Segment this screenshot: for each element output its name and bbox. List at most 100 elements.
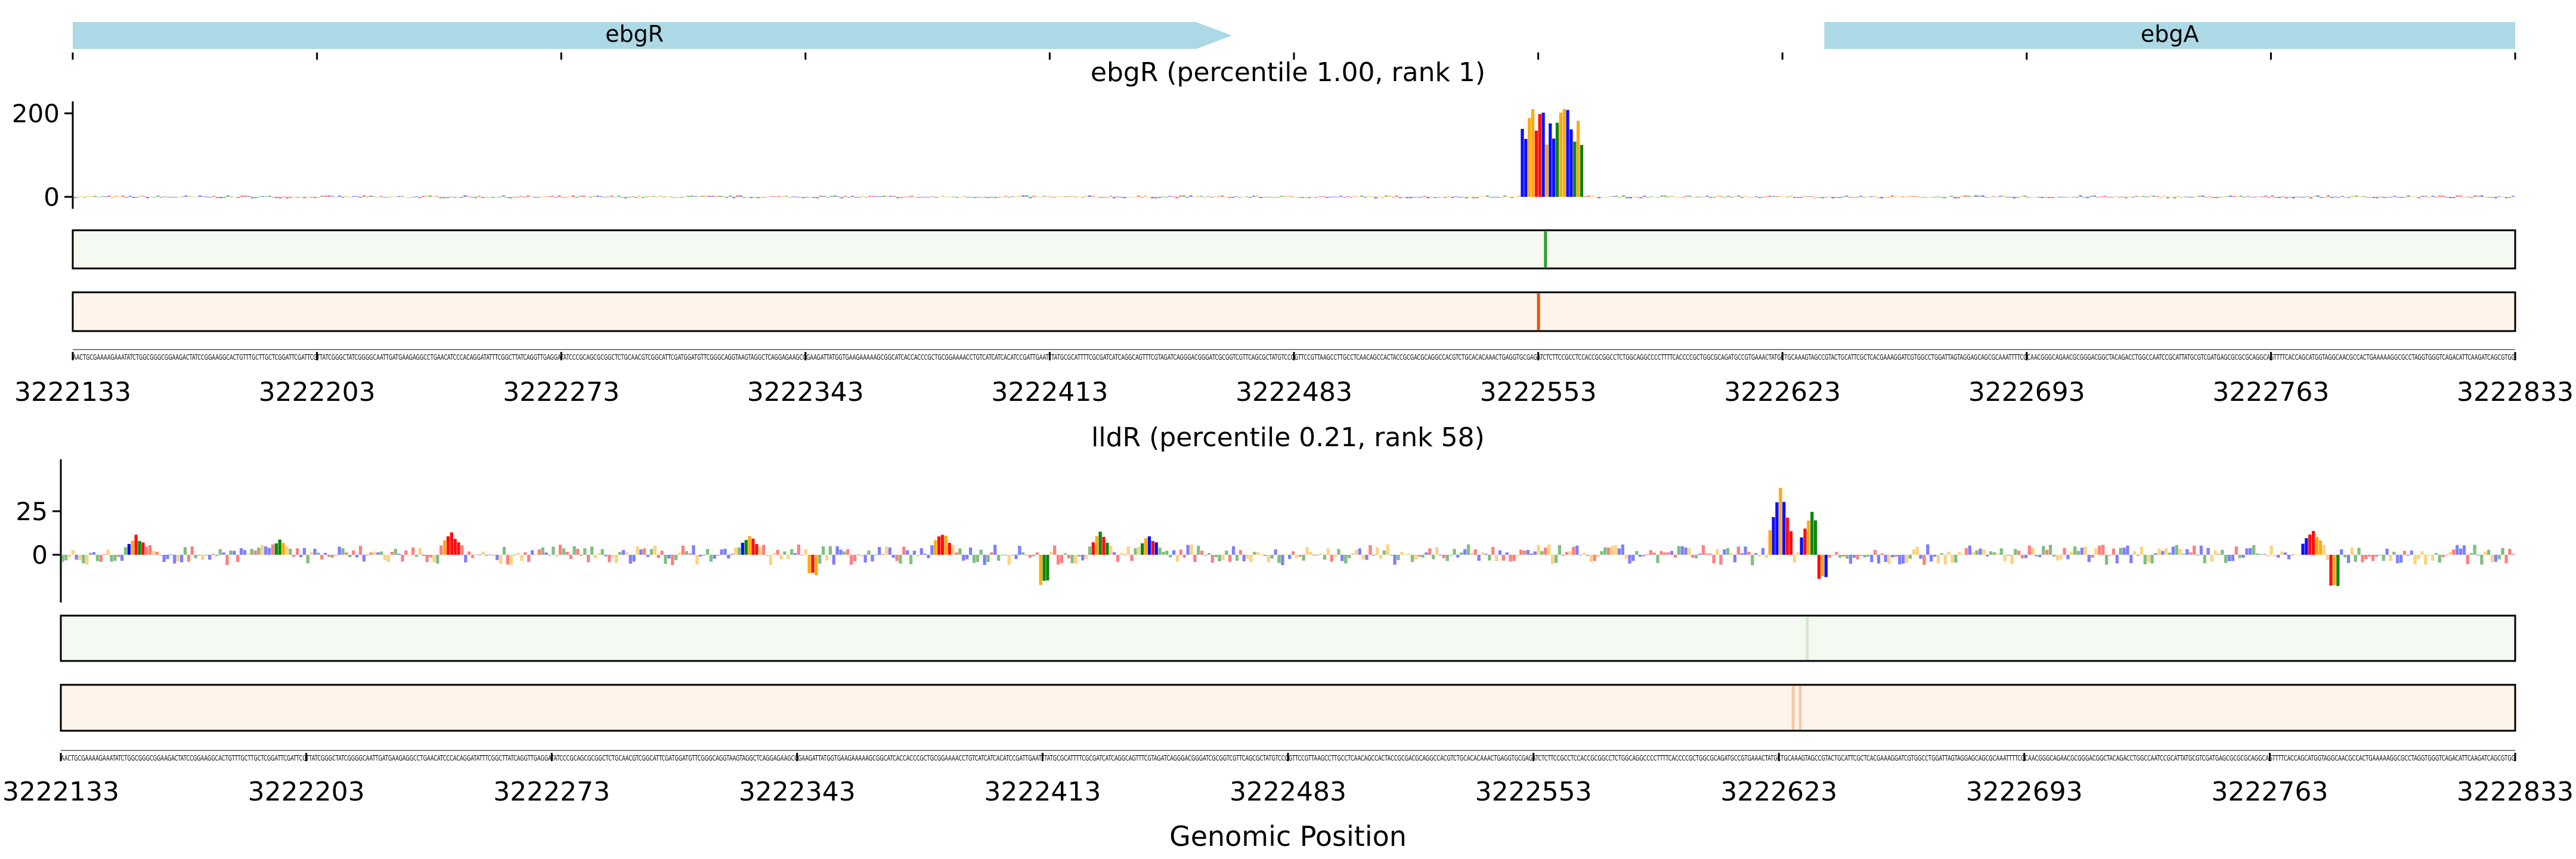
logo-base-G <box>1283 195 1287 197</box>
logo-base-G <box>2157 548 2161 555</box>
logo-base-C <box>1884 555 1887 563</box>
logo-base-G <box>1070 196 1074 197</box>
logo-base-C <box>1919 555 1922 559</box>
logo-base-A <box>958 548 962 555</box>
logo-base-A <box>729 195 732 197</box>
logo-base-G <box>1757 555 1761 557</box>
logo-base-C <box>993 545 997 555</box>
logo-base-A <box>110 555 113 562</box>
logo-base-T <box>163 196 167 197</box>
logo-base-C <box>621 549 626 555</box>
logo-base-C <box>145 197 150 199</box>
logo-base-A <box>1866 555 1870 557</box>
logo-base-T <box>1398 197 1402 199</box>
logo-base-G <box>1361 555 1365 560</box>
logo-base-C <box>850 196 854 197</box>
logo-base-A <box>2136 555 2140 556</box>
logo-base-A <box>833 195 837 197</box>
logo-base-A <box>258 196 261 197</box>
logo-base-C <box>128 196 132 197</box>
logo-base-C <box>2462 545 2466 555</box>
logo-base-C <box>2241 555 2245 558</box>
logo-base-A <box>2336 555 2340 586</box>
logo-base-G <box>2333 555 2336 585</box>
logo-base-T <box>1056 555 1060 565</box>
logo-base-A <box>82 555 85 564</box>
x-tick-label: 3222553 <box>1480 377 1597 407</box>
logo-base-T <box>121 195 125 197</box>
logo-base-A <box>1106 542 1109 555</box>
logo-base-A <box>289 548 292 555</box>
logo-base-A <box>1382 550 1386 555</box>
logo-base-G <box>1589 555 1593 563</box>
logo-base-G <box>1936 555 1940 564</box>
logo-base-T <box>1060 555 1064 564</box>
logo-base-G <box>1513 196 1517 197</box>
logo-base-G <box>299 197 303 198</box>
logo-base-A <box>1078 555 1081 557</box>
logo-base-A <box>1814 520 1818 555</box>
logo-base-T <box>2217 554 2221 555</box>
logo-base-T <box>1736 546 1740 555</box>
logo-base-T <box>1102 536 1106 555</box>
logo-base-T <box>537 549 541 555</box>
logo-base-A <box>369 195 373 197</box>
logo-base-T <box>240 195 244 197</box>
logo-base-C <box>1112 197 1116 199</box>
logo-base-T <box>1708 554 1712 555</box>
logo-base-A <box>2239 195 2243 197</box>
logo-base-G <box>1304 197 1308 199</box>
logo-base-G <box>1792 555 1797 563</box>
x-tick-label: 3222203 <box>248 777 365 807</box>
logo-base-G <box>1084 195 1088 197</box>
logo-base-A <box>1664 195 1667 197</box>
logo-base-A <box>226 195 230 197</box>
x-tick-label: 3222553 <box>1475 777 1592 807</box>
logo-base-T <box>1992 196 1995 197</box>
gene-label-ebgA: ebgA <box>2141 21 2199 47</box>
logo-base-A <box>812 197 816 199</box>
logo-base-T <box>404 550 408 555</box>
logo-base-C <box>1234 196 1238 197</box>
logo-base-T <box>2459 195 2463 197</box>
logo-base-G <box>530 196 533 197</box>
logo-base-G <box>306 196 310 197</box>
logo-base-A <box>1656 555 1659 563</box>
logo-base-A <box>2141 196 2145 197</box>
logo-base-C <box>1339 196 1343 197</box>
logo-base-G <box>543 196 547 197</box>
logo-base-A <box>215 555 219 557</box>
logo-base-G <box>1897 196 1901 197</box>
logo-base-A <box>1503 195 1507 197</box>
logo-base-T <box>1130 555 1134 561</box>
logo-base-C <box>2041 197 2044 199</box>
logo-base-G <box>177 555 180 561</box>
logo-base-T <box>117 555 120 557</box>
logo-base-C <box>2079 195 2082 197</box>
logo-base-T <box>2466 196 2470 197</box>
logo-base-C <box>464 555 467 563</box>
logo-base-A <box>590 546 594 555</box>
logo-base-G <box>1670 195 1674 197</box>
logo-base-C <box>338 195 341 197</box>
logo-base-C <box>1172 550 1176 555</box>
logo-base-T <box>134 534 138 555</box>
logo-base-G <box>665 196 670 197</box>
logo-base-T <box>2211 197 2215 198</box>
logo-base-G <box>1447 195 1451 197</box>
x-tick-label: 3222273 <box>493 777 610 807</box>
logo-base-A <box>341 548 345 555</box>
logo-base-T <box>390 552 394 555</box>
logo-base-T <box>295 548 299 555</box>
logo-base-A <box>2184 196 2187 197</box>
logo-base-A <box>2252 545 2256 555</box>
logo-base-G <box>1803 195 1807 197</box>
logo-base-T <box>608 555 611 563</box>
logo-base-T <box>2309 197 2313 199</box>
logo-base-T <box>902 546 906 555</box>
logo-base-T <box>906 196 910 197</box>
logo-base-A <box>257 547 261 555</box>
logo-base-A <box>1475 197 1479 199</box>
logo-base-A <box>2221 549 2224 555</box>
logo-base-G <box>695 555 699 565</box>
